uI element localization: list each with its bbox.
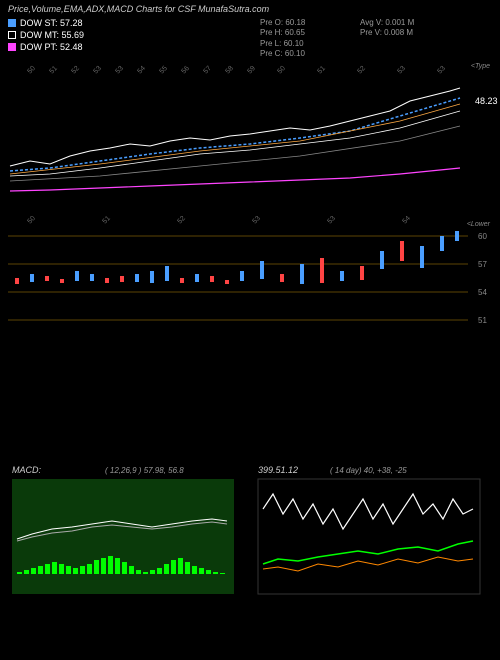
svg-text:57: 57 (478, 260, 487, 269)
svg-text:56: 56 (180, 65, 191, 76)
avg-info: Avg V: 0.001 M Pre V: 0.008 M (360, 18, 414, 39)
svg-text:51: 51 (478, 316, 487, 325)
adx-params: ( 14 day) 40, +38, -25 (330, 466, 407, 475)
legend-box-mt (8, 31, 16, 39)
volume-y-label: <Lower (467, 221, 491, 228)
svg-text:51: 51 (48, 65, 59, 76)
price-chart[interactable]: <Type 50 51 52 53 53 54 55 56 57 58 59 50 51 52 53 53 4… (0, 56, 500, 216)
indicator-panels: MACD: ( 12,26,9 ) 57.98, 56.8 399.51.12 … (0, 461, 500, 611)
svg-text:52: 52 (70, 65, 81, 76)
pre-info: Pre O: 60.18 Pre H: 60.65 Pre L: 60.10 P… (260, 18, 305, 60)
chart-title: Price,Volume,EMA,ADX,MACD Charts for CSF… (8, 4, 492, 14)
macd-label: MACD: (12, 465, 41, 475)
svg-text:52: 52 (356, 65, 367, 76)
svg-text:53: 53 (326, 216, 337, 225)
macd-params: ( 12,26,9 ) 57.98, 56.8 (105, 466, 184, 475)
legend-dow-pt: DOW PT: 52.48 (8, 42, 84, 52)
svg-text:58: 58 (224, 65, 235, 76)
svg-text:54: 54 (478, 288, 487, 297)
volume-chart[interactable]: <Lower 60 57 54 51 50 51 52 53 53 54 (0, 216, 500, 346)
chart-header: Price,Volume,EMA,ADX,MACD Charts for CSF… (0, 0, 500, 56)
blank-panel (0, 346, 500, 461)
svg-text:53: 53 (92, 65, 103, 76)
svg-text:54: 54 (136, 65, 147, 76)
svg-text:50: 50 (276, 65, 287, 76)
svg-text:50: 50 (26, 216, 37, 225)
adx-label: 399.51.12 (258, 465, 298, 475)
price-y-label: <Type (471, 63, 490, 70)
legend-dow-st: DOW ST: 57.28 (8, 18, 84, 28)
current-price: 48.23 (475, 96, 498, 106)
svg-text:51: 51 (316, 65, 327, 76)
svg-text:57: 57 (202, 65, 213, 76)
svg-text:53: 53 (396, 65, 407, 76)
legend-dow-mt: DOW MT: 55.69 (8, 30, 84, 40)
svg-text:50: 50 (26, 65, 37, 76)
svg-text:51: 51 (101, 216, 112, 225)
svg-text:54: 54 (401, 216, 412, 225)
legend-box-pt (8, 43, 16, 51)
svg-text:53: 53 (436, 65, 447, 76)
svg-text:55: 55 (158, 65, 169, 76)
svg-text:59: 59 (246, 65, 257, 76)
svg-text:52: 52 (176, 216, 187, 225)
svg-text:60: 60 (478, 232, 487, 241)
legend-box-st (8, 19, 16, 27)
chart-legend: DOW ST: 57.28 DOW MT: 55.69 DOW PT: 52.4… (8, 18, 492, 52)
svg-text:53: 53 (114, 65, 125, 76)
svg-text:53: 53 (251, 216, 262, 225)
